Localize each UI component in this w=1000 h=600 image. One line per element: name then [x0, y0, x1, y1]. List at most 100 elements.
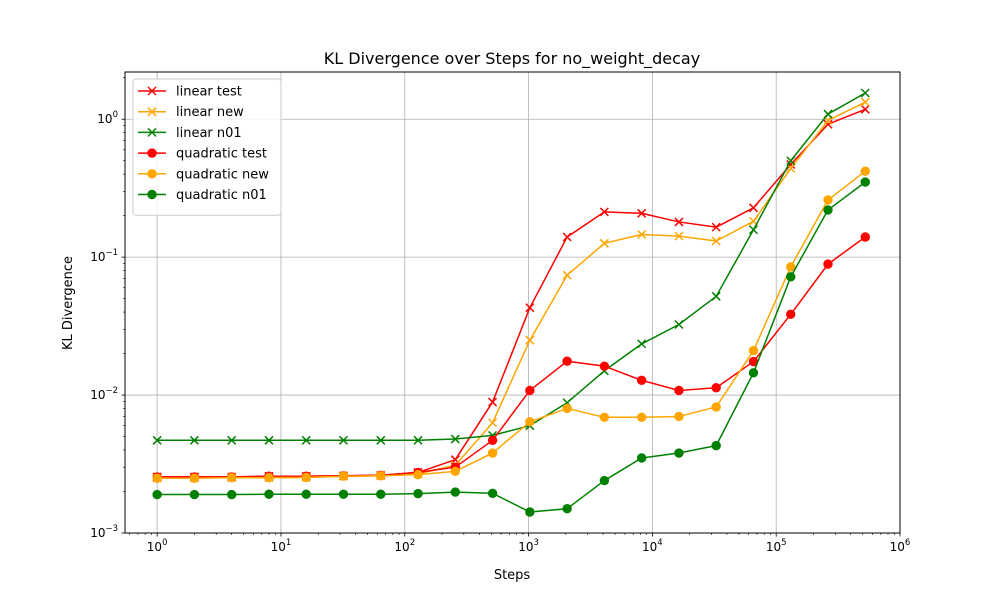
data-point-quadratic-n01 — [189, 489, 200, 500]
marker-stroke — [227, 435, 237, 445]
marker-stroke — [674, 319, 684, 330]
marker-stroke — [152, 435, 162, 445]
data-point-quadratic-test — [860, 232, 870, 242]
data-point-linear-new — [599, 238, 609, 248]
chart-title: KL Divergence over Steps for no_weight_d… — [324, 49, 700, 69]
legend-marker — [147, 189, 157, 200]
plot-frame — [124, 71, 901, 534]
marker-stroke — [748, 203, 758, 213]
data-point-linear-new — [711, 236, 721, 246]
data-point-linear-n01 — [413, 435, 423, 445]
marker-stroke — [488, 418, 498, 428]
marker-stroke — [674, 217, 684, 227]
marker-stroke — [562, 232, 572, 242]
marker-stroke — [637, 229, 647, 240]
data-point-quadratic-new — [674, 411, 684, 422]
data-point-quadratic-n01 — [152, 489, 162, 500]
marker-stroke — [860, 97, 870, 107]
data-point-quadratic-new — [338, 471, 349, 481]
data-point-linear-test — [488, 397, 498, 407]
data-point-linear-n01 — [823, 109, 833, 119]
marker-stroke — [562, 270, 572, 280]
data-point-quadratic-new — [599, 412, 610, 423]
legend-marker — [147, 169, 157, 179]
legend-label: quadratic n01 — [176, 188, 267, 203]
data-point-quadratic-new — [413, 469, 423, 480]
marker-stroke — [599, 207, 609, 217]
data-point-linear-n01 — [674, 319, 684, 330]
data-point-quadratic-new — [636, 412, 647, 423]
data-point-quadratic-test — [562, 356, 572, 366]
data-point-linear-new — [562, 270, 572, 280]
data-point-linear-n01 — [711, 291, 721, 301]
legend-label: linear test — [176, 85, 242, 100]
legend-item-quadratic-test: quadratic test — [138, 147, 267, 162]
data-point-quadratic-test — [599, 361, 610, 371]
data-point-quadratic-n01 — [264, 489, 274, 499]
data-point-linear-n01 — [189, 435, 199, 445]
data-point-quadratic-n01 — [413, 488, 423, 499]
data-point-linear-test — [860, 104, 870, 114]
marker-stroke — [189, 435, 199, 445]
x-tick-label: 102 — [394, 538, 415, 554]
marker-stroke — [748, 225, 758, 235]
series-layer — [152, 88, 870, 517]
legend-label: quadratic new — [176, 167, 269, 182]
data-point-quadratic-n01 — [636, 453, 647, 463]
data-point-quadratic-new — [450, 466, 461, 477]
data-point-linear-n01 — [338, 435, 349, 445]
data-point-quadratic-new — [562, 403, 572, 414]
legend-label: linear new — [176, 105, 244, 120]
marker-stroke — [860, 104, 870, 114]
x-axis-label: Steps — [494, 568, 531, 583]
marker-stroke — [711, 222, 721, 232]
legend-item-linear-new: linear new — [138, 105, 244, 120]
marker-stroke — [748, 216, 758, 226]
data-point-quadratic-n01 — [823, 205, 833, 215]
data-point-quadratic-new — [152, 473, 162, 483]
legend-marker — [147, 107, 157, 117]
marker-stroke — [147, 86, 157, 96]
legend-marker — [147, 86, 157, 96]
data-point-quadratic-n01 — [562, 504, 572, 514]
marker-stroke — [711, 236, 721, 246]
data-point-linear-test — [711, 222, 721, 232]
data-point-linear-test — [599, 207, 609, 217]
data-point-quadratic-test — [636, 375, 647, 385]
data-point-linear-test — [823, 119, 833, 129]
x-tick-label: 106 — [890, 538, 911, 554]
data-point-linear-new — [637, 229, 647, 240]
data-point-quadratic-test — [786, 309, 796, 320]
legend-label: quadratic test — [176, 147, 267, 162]
data-point-linear-n01 — [450, 434, 460, 444]
y-axis-label: KL Divergence — [61, 256, 76, 350]
legend-marker — [147, 127, 157, 137]
marker-stroke — [637, 339, 647, 349]
data-point-quadratic-new — [525, 417, 535, 427]
data-point-linear-n01 — [301, 435, 311, 445]
x-tick-label: 101 — [271, 538, 292, 554]
marker-stroke — [301, 435, 311, 445]
data-point-linear-n01 — [748, 225, 758, 235]
data-point-linear-test — [748, 203, 758, 213]
y-tick-label: 10−1 — [90, 248, 118, 264]
data-point-quadratic-new — [487, 448, 498, 458]
marker-stroke — [599, 238, 609, 248]
marker-stroke — [860, 88, 870, 98]
x-tick-label: 105 — [766, 538, 787, 554]
series-line-linear-n01 — [157, 92, 866, 442]
data-point-quadratic-new — [823, 195, 833, 205]
series-linear-n01 — [152, 88, 870, 445]
y-tick-label: 10−2 — [90, 386, 118, 402]
data-point-quadratic-test — [525, 385, 535, 396]
legend-box — [132, 78, 282, 216]
data-point-quadratic-new — [748, 345, 759, 356]
data-point-linear-new — [525, 335, 535, 345]
marker-stroke — [823, 119, 833, 129]
data-point-quadratic-n01 — [301, 489, 311, 499]
data-point-quadratic-new — [860, 166, 870, 176]
data-point-linear-n01 — [376, 435, 386, 445]
marker-stroke — [674, 231, 684, 241]
series-quadratic-new — [152, 166, 870, 483]
